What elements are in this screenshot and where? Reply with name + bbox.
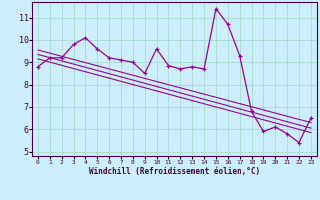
X-axis label: Windchill (Refroidissement éolien,°C): Windchill (Refroidissement éolien,°C) [89, 167, 260, 176]
